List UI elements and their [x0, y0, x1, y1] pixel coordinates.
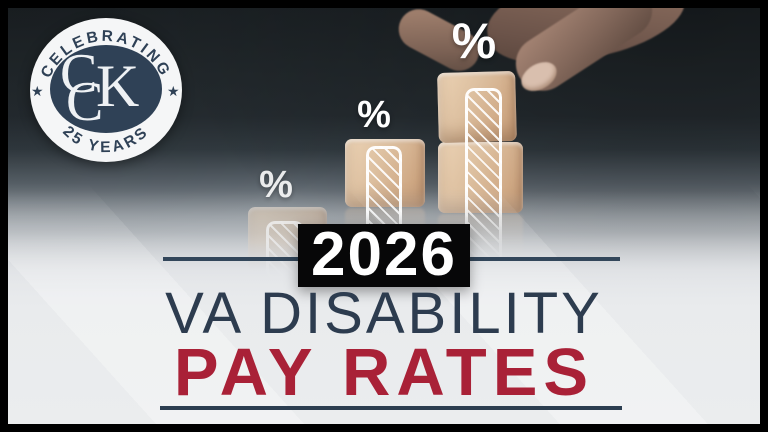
year-text: 2026 — [311, 219, 457, 289]
monogram-letter-k: K — [96, 53, 139, 119]
star-icon: ★ — [31, 84, 44, 100]
star-icon: ★ — [167, 84, 180, 100]
monogram-letter-c2: C — [66, 71, 103, 133]
headline-line1: VA DISABILITY — [165, 281, 603, 346]
headline-underline — [160, 406, 622, 410]
badge-inner-oval — [50, 45, 162, 133]
badge-svg: CELEBRATING 25 YEARS ★ ★ C C K — [30, 18, 182, 162]
cck-25-years-badge: CELEBRATING 25 YEARS ★ ★ C C K — [28, 16, 184, 164]
photo-scene: % % % 2026 VA DISABILITY PAY RATES — [8, 8, 760, 424]
headline-line2: PAY RATES — [173, 335, 595, 410]
monogram-letter-c1: C — [60, 43, 97, 105]
banner-rule-right — [470, 257, 620, 261]
banner-rule-left — [163, 257, 298, 261]
year-banner: 2026 — [298, 219, 470, 289]
